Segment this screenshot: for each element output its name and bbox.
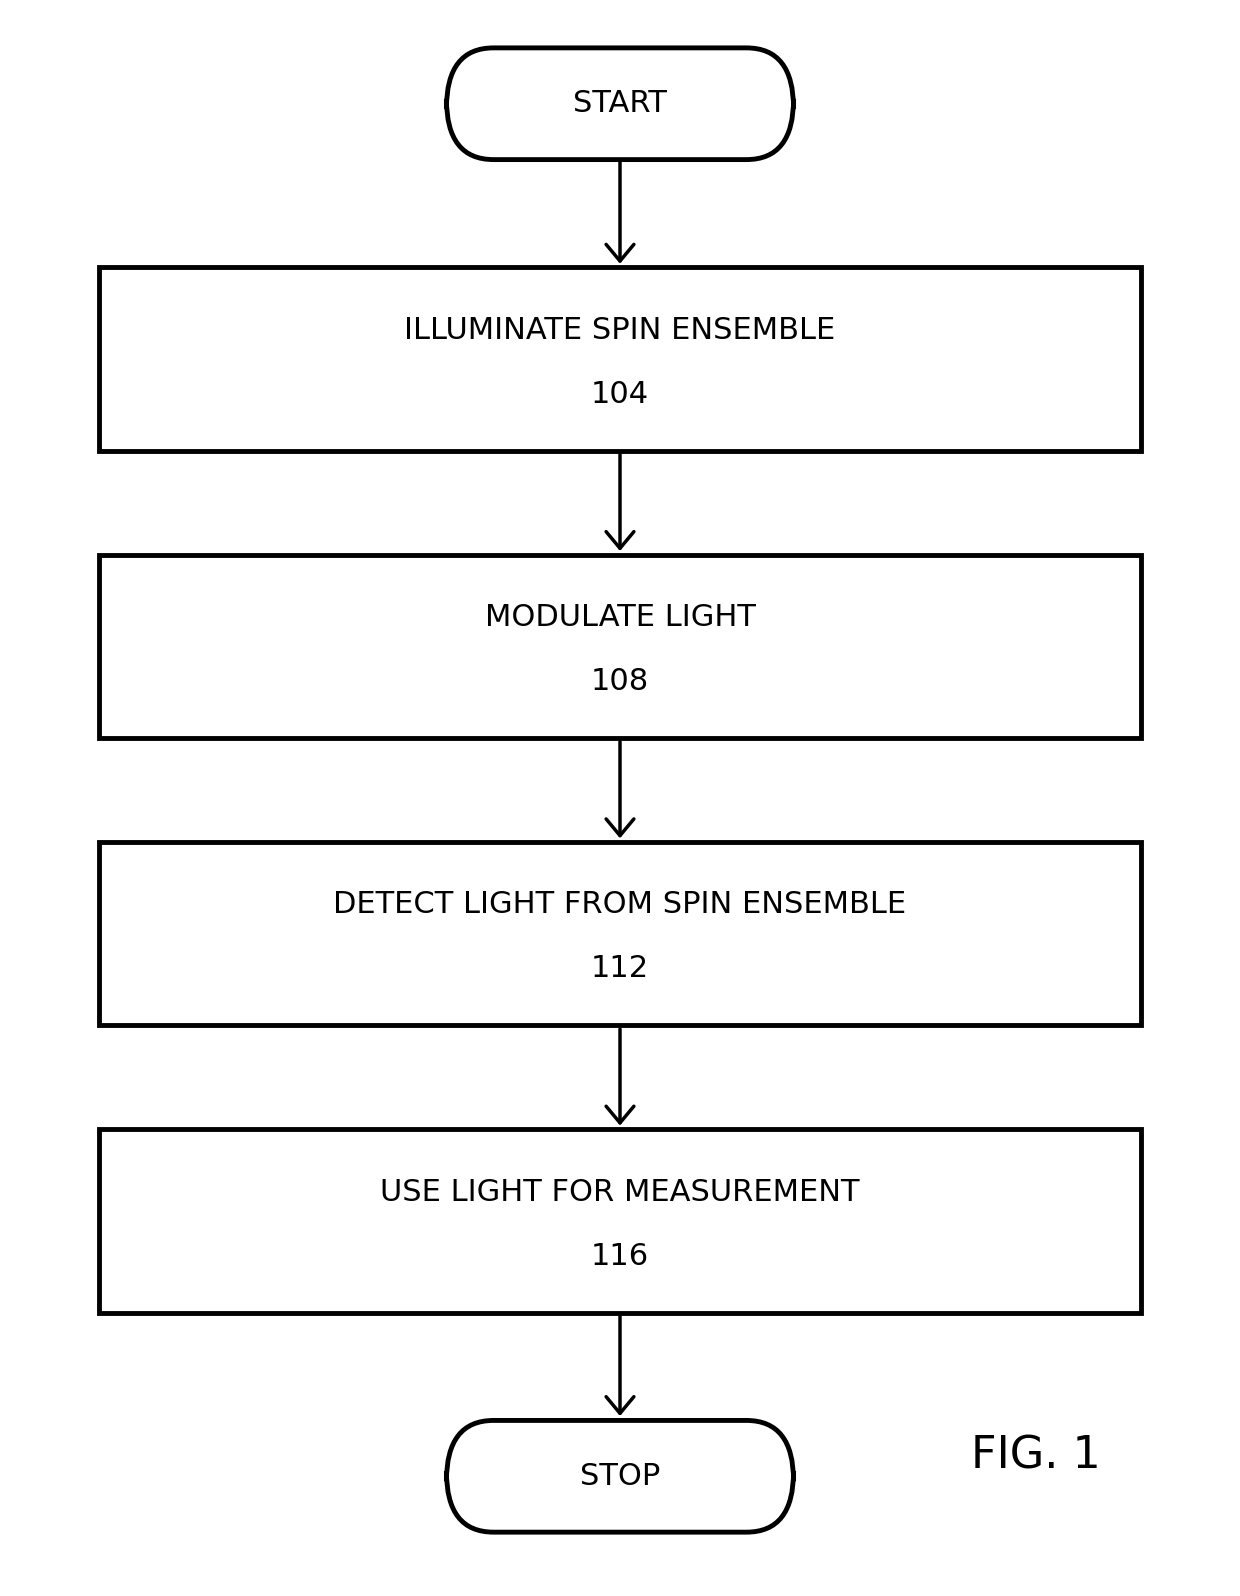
- Bar: [99, 555, 1141, 739]
- Text: USE LIGHT FOR MEASUREMENT: USE LIGHT FOR MEASUREMENT: [381, 1178, 859, 1207]
- Text: STOP: STOP: [580, 1462, 660, 1491]
- Text: MODULATE LIGHT: MODULATE LIGHT: [485, 603, 755, 632]
- Bar: [99, 267, 1141, 450]
- Text: ILLUMINATE SPIN ENSEMBLE: ILLUMINATE SPIN ENSEMBLE: [404, 316, 836, 345]
- Text: 116: 116: [591, 1242, 649, 1270]
- Text: 104: 104: [591, 380, 649, 409]
- Bar: [99, 1130, 1141, 1312]
- Text: START: START: [573, 89, 667, 118]
- Text: 108: 108: [591, 667, 649, 696]
- Text: 112: 112: [591, 954, 649, 983]
- Text: DETECT LIGHT FROM SPIN ENSEMBLE: DETECT LIGHT FROM SPIN ENSEMBLE: [334, 891, 906, 919]
- FancyBboxPatch shape: [446, 1420, 794, 1532]
- Bar: [99, 843, 1141, 1026]
- FancyBboxPatch shape: [446, 48, 794, 160]
- Text: FIG. 1: FIG. 1: [971, 1435, 1100, 1476]
